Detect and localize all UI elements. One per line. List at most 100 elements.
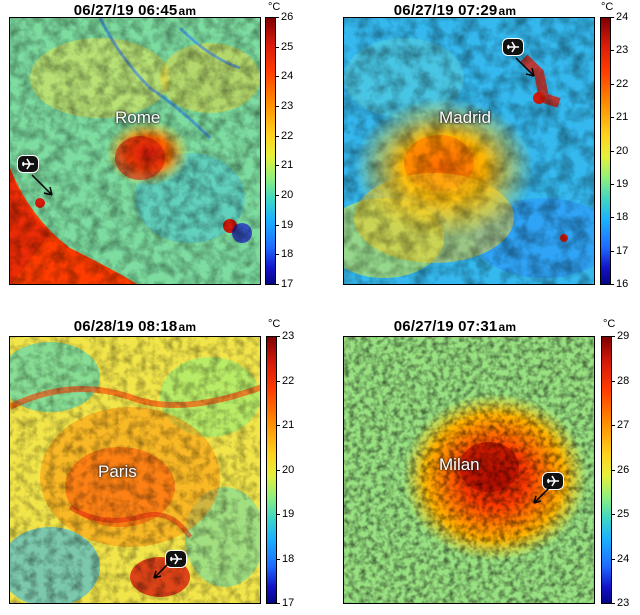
panel-milan: 06/27/19 07:31am Milan: [320, 316, 640, 615]
colorbar-tick-mark: [612, 336, 615, 337]
city-label-rome: Rome: [115, 108, 161, 127]
colorbar-tick-label: 23: [617, 597, 630, 609]
colorbar-tick-mark: [276, 165, 279, 166]
temperature-field: [344, 337, 594, 603]
title-date: 06/27/19 07:29: [393, 2, 498, 19]
colorbar-tick-label: 24: [281, 70, 294, 82]
colorbar-tick-mark: [612, 559, 615, 560]
colorbar-tick-mark: [611, 50, 614, 51]
colorbar-tick-mark: [612, 425, 615, 426]
title-ampm: am: [178, 4, 197, 18]
temperature-field: [344, 18, 594, 284]
heatmap-paris: Paris: [9, 336, 261, 604]
arrow-icon: [31, 174, 53, 196]
colorbar-tick-mark: [276, 76, 279, 77]
colorbar-tick-label: 17: [282, 597, 295, 609]
colorbar-tick-label: 18: [281, 248, 294, 260]
colorbar-tick-label: 18: [282, 553, 295, 565]
colorbar-tick-mark: [612, 514, 615, 515]
colorbar-tick-label: 22: [282, 375, 295, 387]
colorbar-tick-label: 24: [617, 553, 630, 565]
colorbar-tick-mark: [611, 151, 614, 152]
colorbar-tick-mark: [611, 17, 614, 18]
colorbar-tick-mark: [276, 225, 279, 226]
colorbar-tick-label: 20: [281, 189, 294, 201]
heatmap-milan: Milan: [343, 336, 595, 604]
panel-title: 06/28/19 08:18am: [0, 318, 270, 335]
colorbar-tick-mark: [276, 284, 279, 285]
colorbar-unit: °C: [603, 318, 616, 330]
colorbar-tick-mark: [611, 217, 614, 218]
title-date: 06/27/19 06:45: [73, 2, 178, 19]
colorbar-tick-mark: [612, 381, 615, 382]
colorbar-tick-mark: [611, 251, 614, 252]
colorbar-unit: °C: [601, 1, 614, 13]
colorbar-tick-mark: [611, 117, 614, 118]
colorbar-tick-label: 22: [616, 78, 629, 90]
panel-madrid: 06/27/19 07:29am: [320, 0, 640, 305]
panel-rome: 06/27/19 06:45am: [0, 0, 320, 305]
panel-title: 06/27/19 06:45am: [0, 2, 270, 19]
colorbar-tick-label: 23: [616, 44, 629, 56]
title-ampm: am: [178, 320, 197, 334]
airplane-icon: [165, 550, 187, 568]
colorbar-tick-label: 16: [616, 278, 629, 290]
title-date: 06/27/19 07:31: [393, 318, 498, 335]
colorbar-tick-mark: [611, 184, 614, 185]
panel-title: 06/27/19 07:29am: [320, 2, 590, 19]
colorbar-tick-label: 19: [281, 219, 294, 231]
panel-title: 06/27/19 07:31am: [320, 318, 590, 335]
colorbar-tick-mark: [277, 470, 280, 471]
colorbar-tick-label: 21: [282, 419, 295, 431]
heatmap-madrid: Madrid: [343, 17, 595, 285]
colorbar-tick-label: 26: [281, 11, 294, 23]
colorbar-tick-label: 25: [281, 41, 294, 53]
arrow-icon: [153, 561, 171, 579]
colorbar-tick-mark: [277, 381, 280, 382]
colorbar-madrid: [600, 17, 611, 285]
city-label-madrid: Madrid: [439, 108, 491, 127]
colorbar-paris: [266, 336, 277, 604]
colorbar-tick-label: 21: [281, 159, 294, 171]
colorbar-tick-mark: [276, 136, 279, 137]
city-label-milan: Milan: [439, 455, 480, 474]
colorbar-tick-label: 24: [616, 11, 629, 23]
arrow-icon: [533, 486, 551, 504]
title-ampm: am: [498, 320, 517, 334]
colorbar-tick-mark: [277, 559, 280, 560]
colorbar-tick-mark: [276, 254, 279, 255]
colorbar-tick-label: 19: [282, 508, 295, 520]
colorbar-tick-mark: [276, 195, 279, 196]
colorbar-tick-mark: [276, 47, 279, 48]
colorbar-tick-mark: [612, 603, 615, 604]
colorbar-tick-mark: [277, 425, 280, 426]
colorbar-unit: °C: [268, 1, 281, 13]
colorbar-tick-mark: [276, 106, 279, 107]
colorbar-tick-label: 20: [282, 464, 295, 476]
colorbar-tick-label: 23: [282, 330, 295, 342]
arrow-icon: [515, 57, 535, 77]
colorbar-tick-mark: [276, 17, 279, 18]
colorbar-tick-label: 17: [616, 245, 629, 257]
title-ampm: am: [498, 4, 517, 18]
heatmap-rome: Rome: [9, 17, 261, 285]
airplane-icon: [17, 155, 39, 173]
colorbar-tick-mark: [612, 470, 615, 471]
colorbar-tick-label: 28: [617, 375, 630, 387]
colorbar-tick-label: 18: [616, 211, 629, 223]
panel-paris: 06/28/19 08:18am Paris: [0, 316, 320, 615]
colorbar-tick-label: 23: [281, 100, 294, 112]
colorbar-milan: [601, 336, 612, 604]
colorbar-tick-label: 17: [281, 278, 294, 290]
title-date: 06/28/19 08:18: [73, 318, 178, 335]
colorbar-tick-mark: [611, 284, 614, 285]
colorbar-tick-label: 27: [617, 419, 630, 431]
colorbar-rome: [265, 17, 276, 285]
temperature-field: [10, 18, 260, 284]
colorbar-tick-label: 21: [616, 111, 629, 123]
temperature-field: [10, 337, 260, 603]
colorbar-tick-label: 26: [617, 464, 630, 476]
colorbar-tick-label: 20: [616, 145, 629, 157]
airplane-icon: [502, 38, 524, 56]
colorbar-tick-mark: [277, 514, 280, 515]
